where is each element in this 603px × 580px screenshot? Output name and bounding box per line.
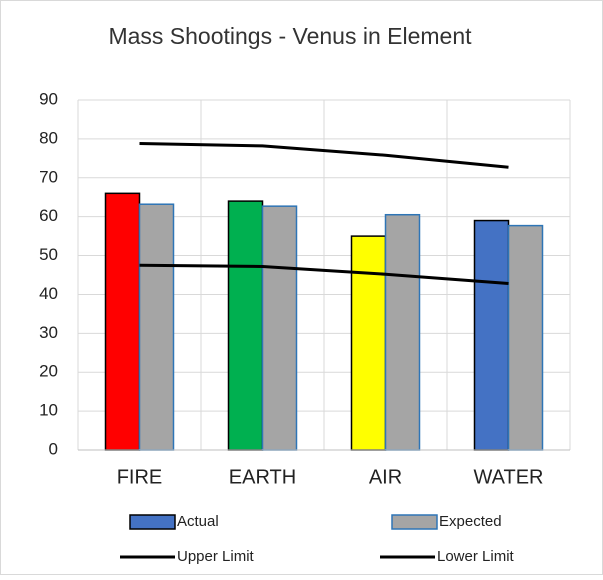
y-tick-label: 40 (39, 284, 58, 303)
y-tick-label: 90 (39, 89, 58, 108)
bar (227, 200, 264, 451)
bar (138, 203, 175, 451)
legend-label: Expected (439, 513, 502, 530)
legend-swatch (391, 514, 438, 530)
bar (261, 205, 298, 451)
bar (104, 192, 141, 451)
x-tick-label: AIR (369, 466, 402, 488)
limit-line (139, 263, 509, 286)
bar (384, 213, 421, 451)
y-tick-label: 30 (39, 323, 58, 342)
y-tick-label: 50 (39, 245, 58, 264)
y-tick-label: 10 (39, 401, 58, 420)
legend-label: Actual (177, 513, 219, 530)
legend-label: Upper Limit (177, 548, 255, 565)
bar (473, 219, 510, 451)
x-tick-label: EARTH (229, 466, 296, 488)
x-tick-label: WATER (474, 466, 544, 488)
x-tick-label: FIRE (117, 466, 163, 488)
bar (350, 235, 387, 451)
y-tick-label: 70 (39, 167, 58, 186)
legend-label: Lower Limit (437, 548, 515, 565)
y-tick-label: 80 (39, 128, 58, 147)
limit-line (139, 142, 509, 169)
y-tick-label: 20 (39, 362, 58, 381)
legend-swatch (129, 514, 176, 530)
y-tick-label: 0 (49, 439, 58, 458)
chart-title: Mass Shootings - Venus in Element (108, 23, 472, 49)
y-tick-label: 60 (39, 206, 58, 225)
bar (507, 224, 544, 451)
